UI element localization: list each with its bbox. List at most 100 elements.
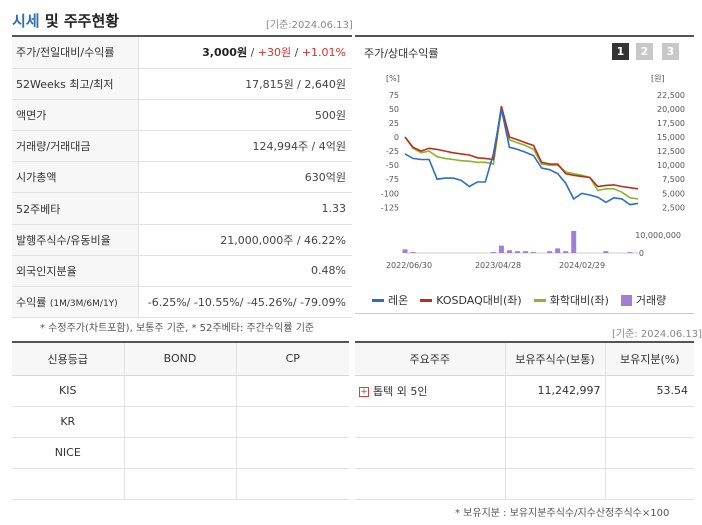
left-tick-label: -100 [381,189,399,198]
table-row: KIS [12,375,349,407]
volume-bar [547,251,553,253]
row-value: 630억원 [138,161,352,194]
credit-rating-table: 신용등급 BOND CP KIS KR NICE [12,343,349,500]
left-tick-label: 0 [394,133,399,142]
row-value: 17,815원 / 2,640원 [138,68,352,100]
table-row: NICE [12,437,349,469]
row-value: 0.48% [138,255,352,288]
price-info-table: 주가/전일대비/수익률 3,000원 / +30원 / +1.01% 52Wee… [12,37,352,319]
volume-bar [563,251,569,253]
divider [355,341,694,343]
row-label: 액면가 [12,99,139,132]
price-change-value: 3,000원 / +30원 / +1.01% [138,37,352,69]
row-value: 21,000,000주 / 46.22% [138,224,352,256]
row-label: 거래량/거래대금 [12,130,139,163]
volume-bar [603,251,609,253]
left-tick-label: -50 [386,161,399,170]
period-button-2[interactable]: 2 [636,43,653,60]
legend-item: 화학대비(좌) [533,292,609,308]
left-tick-label: -75 [386,175,399,184]
column-header: 보유주식수(보통) [505,343,606,376]
volume-bar [506,250,512,253]
left-tick-label: -25 [386,147,399,156]
table-row [355,468,694,500]
volume-tick-label: 0 [639,249,644,258]
table-row: 수익률 (1M/3M/6M/1Y) -6.25%/ -10.55%/ -45.26… [12,286,352,319]
chart-panel [355,35,694,314]
table-row: 52주베타 1.33 [12,192,352,225]
volume-bar [627,252,633,253]
table-row: 거래량/거래대금 124,994주 / 4억원 [12,130,352,163]
row-label: 52주베타 [12,192,139,225]
row-label: 외국인지분율 [12,255,139,288]
volume-bar [490,252,496,253]
table-row [355,437,694,469]
column-header: BOND [124,343,237,376]
column-header: 보유지분(%) [605,343,694,376]
row-label: 주가/전일대비/수익률 [12,37,139,69]
right-axis-unit: [원] [651,74,665,83]
period-button-3[interactable]: 3 [662,43,679,60]
left-tick-label: -125 [381,203,399,212]
holder-name[interactable]: + 톱텍 외 5인 [355,375,506,407]
divider [12,341,349,343]
volume-bar [523,251,529,253]
table-row: KR [12,406,349,438]
left-tick-label: 50 [389,105,399,114]
table-row: 액면가 500원 [12,99,352,132]
volume-bar [555,248,561,253]
top-divider [12,35,352,37]
series-line-1 [404,105,639,190]
table-row: 발행주식수/유동비율 21,000,000주 / 46.22% [12,224,352,256]
row-value: 500원 [138,99,352,132]
row-label: 수익률 (1M/3M/6M/1Y) [12,286,139,319]
x-tick-label: 2022/06/30 [386,261,432,270]
left-axis-unit: [%] [386,74,400,83]
right-tick-label: 15,000 [657,133,685,142]
volume-tick-label: 10,000,000 [635,231,681,240]
right-tick-label: 10,000 [657,161,685,170]
table-row [12,468,349,500]
legend-item: 레온 [372,292,408,308]
row-value: 124,994주 / 4억원 [138,130,352,163]
footnote: * 수정주가(차트포함), 보통주 기준, * 52주베타: 주간수익률 기준 [40,323,315,334]
series-line-0 [404,108,639,206]
series-line-2 [404,109,639,200]
chart-title: 주가/상대수익률 [364,47,439,60]
row-label: 시가총액 [12,161,139,194]
table-header-row: 주요주주 보유주식수(보통) 보유지분(%) [355,343,694,376]
right-tick-label: 2,500 [662,203,685,212]
x-tick-label: 2024/02/29 [559,261,605,270]
as-of-date: [기준:2024.06.13] [266,20,353,31]
column-header: 신용등급 [12,343,125,376]
section-title: 시세 및 주주현황 [12,12,120,30]
volume-bar [571,230,577,253]
right-tick-label: 5,000 [662,189,685,198]
price-chart: [%] [원] 75 50 25 0 -25 -50 -75 -100 -125 22,500 20,0… [381,74,685,270]
right-tick-label: 20,000 [657,105,685,114]
right-tick-label: 17,500 [657,119,685,128]
x-tick-label: 2023/04/28 [475,261,521,270]
period-button-1[interactable]: 1 [612,43,629,60]
left-tick-label: 75 [389,91,399,100]
volume-bar [531,252,537,253]
table-row: + 톱텍 외 5인 11,242,997 53.54 [355,375,694,407]
table-row: 주가/전일대비/수익률 3,000원 / +30원 / +1.01% [12,37,352,69]
row-value: 1.33 [138,192,352,225]
right-tick-label: 12,500 [657,147,685,156]
table-header-row: 신용등급 BOND CP [12,343,349,376]
volume-bar [410,252,416,253]
major-shareholders-table: 주요주주 보유주식수(보통) 보유지분(%) + 톱텍 외 5인 11,242,9… [355,343,694,500]
table-row: 외국인지분율 0.48% [12,255,352,288]
legend-item: KOSDAQ대비(좌) [420,292,522,308]
holders-footnote: * 보유지분 : 보유지분주식수/지수산정주식수×100 [455,508,670,519]
expand-plus-icon[interactable]: + [359,386,369,397]
right-tick-label: 7,500 [662,175,685,184]
holders-as-of: [기준: 2024.06.13] [612,329,702,340]
row-label: 발행주식수/유동비율 [12,224,139,256]
volume-bar [514,251,520,253]
table-row: 52Weeks 최고/최저 17,815원 / 2,640원 [12,68,352,100]
right-tick-label: 22,500 [657,91,685,100]
row-value: -6.25%/ -10.55%/ -45.26%/ -79.09% [138,286,352,319]
volume-bar [498,245,504,253]
